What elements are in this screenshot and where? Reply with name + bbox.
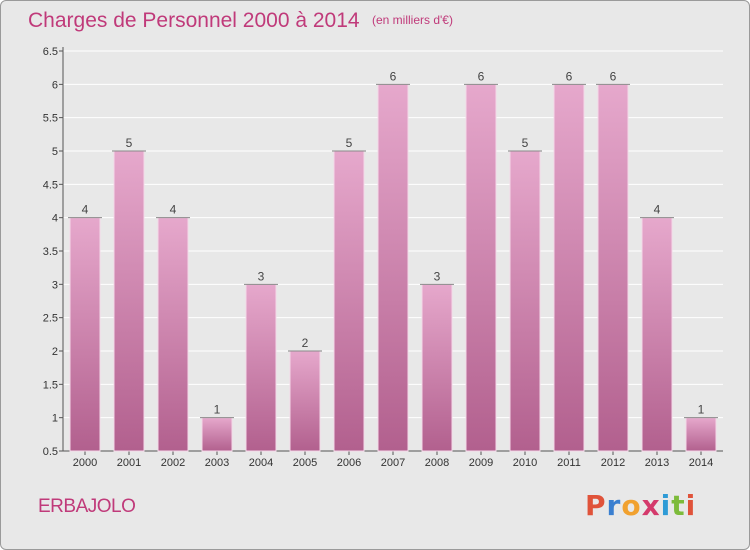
x-tick-label: 2012 [601,457,625,469]
x-tick-label: 2011 [557,457,581,469]
x-tick-label: 2008 [425,457,449,469]
x-tick-label: 2005 [293,457,317,469]
data-label: 5 [126,136,133,150]
commune-name: ERBAJOLO [38,496,136,517]
y-tick-label: 4.5 [43,179,58,191]
y-tick-label: 0.5 [43,446,58,458]
bar-2005 [289,350,321,452]
data-label: 4 [170,203,177,217]
data-labels: 4 5 4 1 3 2 5 6 3 6 5 6 6 4 1 [82,69,705,416]
data-label: 3 [258,269,265,283]
data-label: 4 [654,203,661,217]
bar-2004 [245,283,277,452]
y-tick-label: 1 [52,413,58,425]
proxiti-logo[interactable]: Proxiti [585,489,696,522]
bar-2000 [69,217,101,452]
data-label: 3 [434,269,441,283]
bar-2010 [509,150,541,452]
y-tick-label: 2.5 [43,313,58,325]
data-label: 1 [698,403,705,417]
y-tick-labels: 0.5 1 1.5 2 2.5 3 3.5 4 4.5 5 5.5 6 6.5 [43,46,58,458]
bars [68,83,718,452]
y-tick-label: 3 [52,279,58,291]
data-label: 2 [302,336,309,350]
chart-subtitle: (en milliers d'€) [372,13,453,27]
bar-2001 [113,150,145,452]
x-tick-label: 2004 [249,457,273,469]
x-tick-label: 2003 [205,457,229,469]
y-tick-label: 5 [52,146,58,158]
logo-letter: o [621,489,642,522]
bar-2008 [421,283,453,452]
y-tick-label: 1.5 [43,379,58,391]
y-tick-label: 6 [52,79,58,91]
bar-2007 [377,83,409,452]
x-tick-label: 2014 [689,457,713,469]
x-tick-label: 2013 [645,457,669,469]
bar-2002 [157,217,189,452]
data-label: 6 [390,69,397,83]
bar-2013 [641,217,673,452]
x-tick-label: 2001 [117,457,141,469]
bar-2003 [201,417,233,452]
x-tick-label: 2009 [469,457,493,469]
bar-2012 [597,83,629,452]
data-label: 4 [82,203,89,217]
y-tick-label: 2 [52,346,58,358]
logo-letter: x [641,489,661,522]
data-label: 5 [522,136,529,150]
x-tick-label: 2010 [513,457,537,469]
chart-title: Charges de Personnel 2000 à 2014 [28,9,360,32]
x-tick-labels: 2000 2001 2002 2003 2004 2005 2006 2007 2008 2009… [73,457,713,469]
logo-letter: i [685,489,697,522]
logo-letter: r [606,489,622,522]
logo-letter: i [660,489,672,522]
logo-letter: t [671,489,686,522]
y-tick-label: 3.5 [43,246,58,258]
x-tick-label: 2002 [161,457,185,469]
x-tick-label: 2006 [337,457,361,469]
bar-2006 [333,150,365,452]
data-label: 6 [610,69,617,83]
bar-2009 [465,83,497,452]
bar-2011 [553,83,585,452]
data-label: 5 [346,136,353,150]
data-label: 6 [478,69,485,83]
logo-letter: P [585,489,607,522]
bar-2014 [685,417,717,452]
data-label: 6 [566,69,573,83]
y-tick-label: 5.5 [43,113,58,125]
y-tick-label: 6.5 [43,46,58,58]
y-tick-label: 4 [52,213,58,225]
x-tick-label: 2007 [381,457,405,469]
x-tick-label: 2000 [73,457,97,469]
data-label: 1 [214,403,221,417]
